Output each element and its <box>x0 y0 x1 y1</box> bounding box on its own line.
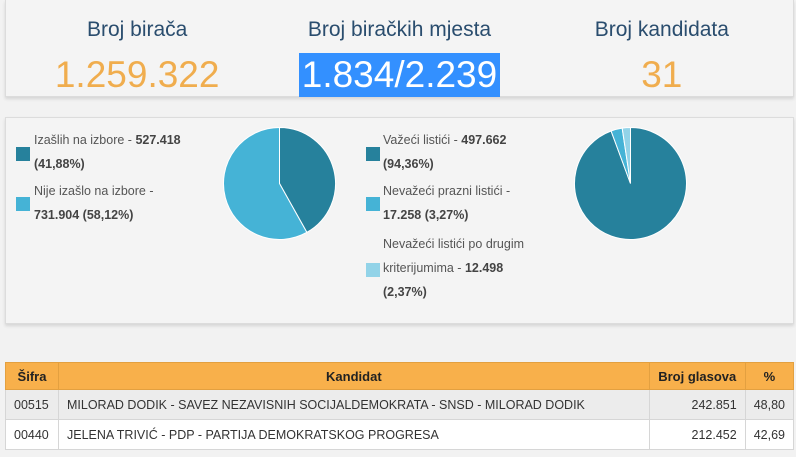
stats-panel: Broj birača 1.259.322 Broj biračkih mjes… <box>5 0 794 97</box>
legend-swatch-invalid-other <box>366 263 380 277</box>
legend-swatch-valid-ballots <box>366 147 380 161</box>
legend-swatch-turnout-voted <box>16 147 30 161</box>
stat-candidates-value: 31 <box>641 54 683 95</box>
legend-turnout-not-voted: Nije izašlo na izbore - 731.904 (58,12%) <box>34 184 154 222</box>
table-header-row: Šifra Kandidat Broj glasova % <box>5 362 795 390</box>
turnout-pie-chart <box>223 126 336 240</box>
cell-percent: 48,80 <box>744 389 795 420</box>
stat-voters-value: 1.259.322 <box>54 54 220 95</box>
results-table: Šifra Kandidat Broj glasova % 00515 MILO… <box>5 362 795 450</box>
turnout-slice-1[interactable] <box>223 126 308 240</box>
cell-percent: 42,69 <box>744 419 795 450</box>
header-code[interactable]: Šifra <box>5 362 59 390</box>
header-votes[interactable]: Broj glasova <box>648 362 746 390</box>
pie-charts-panel: Izašlih na izbore - 527.418 (41,88%) Nij… <box>5 117 794 324</box>
legend-invalid-other: Nevažeći listići po drugim kriterijumima… <box>383 237 525 299</box>
header-candidate[interactable]: Kandidat <box>58 362 650 390</box>
cell-candidate: MILORAD DODIK - SAVEZ NEZAVISNIH SOCIJAL… <box>58 389 650 420</box>
cell-votes: 212.452 <box>648 419 746 450</box>
stat-candidates: Broj kandidata 31 <box>531 0 793 96</box>
stat-voters: Broj birača 1.259.322 <box>6 0 268 96</box>
stat-voters-label: Broj birača <box>86 18 188 41</box>
cell-code: 00515 <box>5 389 59 420</box>
turnout-slice-0[interactable] <box>279 126 336 234</box>
ballots-slice-2[interactable] <box>621 126 631 184</box>
table-row[interactable]: 00515 MILORAD DODIK - SAVEZ NEZAVISNIH S… <box>5 389 795 420</box>
legend-valid-ballots: Važeći listići - 497.662 (94,36%) <box>383 133 507 171</box>
cell-code: 00440 <box>5 419 59 450</box>
header-percent[interactable]: % <box>744 362 795 390</box>
ballots-pie-chart <box>574 126 687 240</box>
stat-candidates-label: Broj kandidata <box>594 18 729 41</box>
legend-invalid-blank: Nevažeći prazni listići - 17.258 (3,27%) <box>383 184 511 222</box>
legend-swatch-invalid-blank <box>366 197 380 211</box>
cell-candidate: JELENA TRIVIĆ - PDP - PARTIJA DEMOKRATSK… <box>58 419 650 450</box>
cell-votes: 242.851 <box>648 389 746 420</box>
stat-polling-stations: Broj biračkih mjesta 1.834/2.239 <box>268 0 530 97</box>
table-row[interactable]: 00440 JELENA TRIVIĆ - PDP - PARTIJA DEMO… <box>5 419 795 450</box>
legend-turnout-voted: Izašlih na izbore - 527.418 (41,88%) <box>34 133 181 171</box>
legend-swatch-turnout-not-voted <box>16 197 30 211</box>
stat-polling-stations-value: 1.834/2.239 <box>298 53 501 97</box>
stat-polling-stations-label: Broj biračkih mjesta <box>307 18 492 41</box>
